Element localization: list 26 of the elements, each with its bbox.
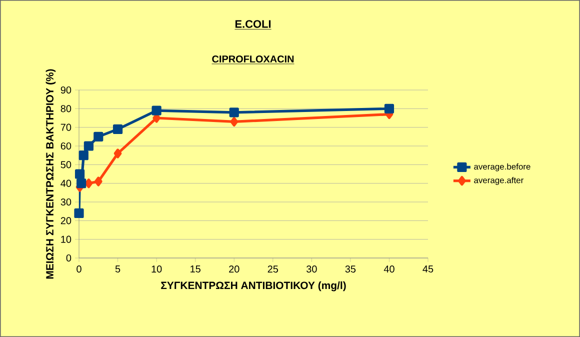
y-tick-label: 70 — [60, 124, 72, 131]
y-tick-label: 50 — [60, 161, 72, 168]
y-tick-label: 90 — [60, 86, 72, 94]
y-axis-title: ΜΕΙΩΣΗ ΣΥΓΚΕΝΤΡΩΣΗΣ ΒΑΚΤΗΡΙΟΥ (%) — [46, 69, 56, 279]
x-tick-label: 10 — [152, 266, 162, 273]
y-tick-label: 60 — [60, 142, 72, 150]
x-tick-label: 30 — [306, 266, 317, 273]
y-tick-label: 10 — [61, 236, 72, 243]
x-tick-label: 40 — [384, 266, 394, 273]
y-tick-label: 20 — [60, 217, 72, 224]
x-tick-label: 25 — [268, 266, 278, 273]
y-tick-label: 80 — [60, 105, 72, 112]
x-tick-label: 5 — [115, 266, 120, 272]
x-tick-label: 45 — [422, 266, 434, 272]
x-axis-title: ΣΥΓΚΕΝΤΡΩΣΗ ΑΝΤΙΒΙΟΤΙΚΟΥ (mg/l) — [161, 281, 346, 292]
x-tick-label: 15 — [190, 266, 200, 272]
chart-title: E.COLI — [235, 20, 271, 28]
y-tick-label: 30 — [60, 198, 72, 206]
y-tick-label: 0 — [66, 254, 72, 262]
chart-subtitle: CIPROFLOXACIN — [212, 55, 294, 63]
legend-label: average.before — [474, 163, 530, 172]
x-tick-label: 20 — [229, 266, 240, 273]
legend-label: average.after — [474, 177, 524, 185]
y-tick-label: 40 — [60, 180, 72, 187]
x-tick-label: 0 — [76, 266, 82, 273]
x-tick-label: 35 — [345, 266, 356, 273]
